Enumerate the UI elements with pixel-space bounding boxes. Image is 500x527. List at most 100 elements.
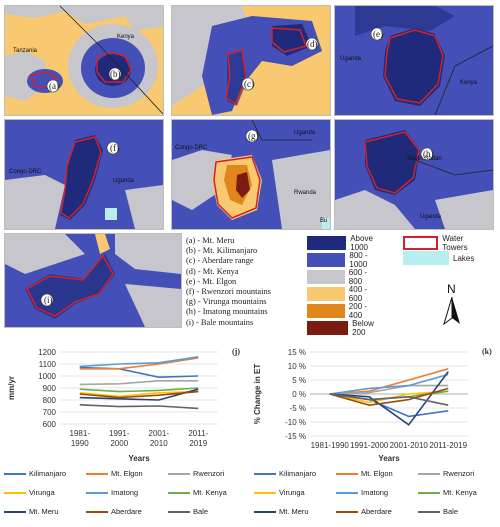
legend-label: Virunga — [279, 488, 305, 497]
legend-item-rwenzori: Rwenzori — [418, 469, 474, 478]
legend-line — [336, 491, 358, 494]
series-line-mt-kenya — [79, 387, 199, 393]
legend-item-bale: Bale — [168, 507, 208, 516]
north-arrow-icon: N — [443, 282, 460, 326]
swatch — [307, 304, 345, 318]
site-legend-item: (a) - Mt. Meru — [186, 236, 235, 245]
legend-label: Aberdare — [361, 507, 392, 516]
map-panel-c-d: (c) (d) — [171, 5, 331, 116]
legend-label: Aberdare — [111, 507, 142, 516]
legend-item-virunga: Virunga — [254, 488, 305, 497]
legend-item-kilimanjaro: Kilimanjaro — [4, 469, 66, 478]
swatch — [403, 251, 449, 265]
legend-item-mt-kenya: Mt. Kenya — [418, 488, 477, 497]
map-panel-f: (f) Congo DRC Uganda — [4, 119, 164, 230]
class-legend-below-200: Below 200 — [307, 319, 383, 337]
x-tick-label: 1981-1990 — [311, 441, 350, 450]
legend-label: Imatong — [361, 488, 389, 497]
swatch — [307, 253, 346, 267]
map-f: (f) Congo DRC Uganda — [5, 120, 163, 229]
legend-item-mt-meru: Mt. Meru — [254, 507, 309, 516]
y-tick-label: 700 — [43, 408, 57, 417]
legend-item-virunga: Virunga — [4, 488, 55, 497]
country-kenya-e: Kenya — [460, 80, 478, 86]
series-line-mt-meru — [329, 371, 449, 426]
country-congo-g: Congo DRC — [175, 145, 208, 151]
legend-item-mt-meru: Mt. Meru — [4, 507, 59, 516]
legend-item-imatong: Imatong — [86, 488, 138, 497]
y-tick-label: 10 % — [288, 362, 306, 371]
map-c-d: (c) (d) — [172, 6, 330, 115]
y-tick-label: -5 % — [290, 404, 306, 413]
country-bu-g: Bu — [320, 218, 327, 224]
x-tick-label: 2019 — [189, 439, 207, 448]
x-tick-label: 2000 — [110, 439, 128, 448]
legend-line — [336, 510, 358, 513]
map-e: (e) Uganda Kenya — [335, 6, 493, 115]
legend-label: Mt. Kenya — [443, 488, 477, 497]
legend-line — [4, 472, 26, 475]
x-tick-label: 2011- — [188, 429, 208, 438]
legend-item-bale: Bale — [418, 507, 458, 516]
y-tick-label: 800 — [43, 396, 57, 405]
x-tick-label: 1990 — [71, 439, 89, 448]
map-i: (i) — [5, 234, 181, 327]
y-tick-label: -10 % — [285, 418, 306, 427]
map-panel-g: (g) Uganda Congo DRC Rwanda Bu — [171, 119, 331, 230]
site-legend-item: (f) - Rwenzori mountains — [186, 287, 271, 297]
country-rwanda-g: Rwanda — [294, 190, 317, 196]
legend-label: Rwenzori — [443, 469, 475, 478]
y-axis-label: mm/yr — [7, 376, 16, 400]
legend-label: Mt. Kenya — [193, 488, 227, 497]
legend-line — [4, 510, 26, 513]
map-panel-a-b: (a) (b) Tanzania Kenya — [4, 5, 164, 116]
legend-item-aberdare: Aberdare — [86, 507, 142, 516]
class-legend-above-1000: Above 1000 — [307, 234, 384, 252]
class-legend-800-1000: 800 - 1000 — [307, 251, 379, 269]
x-tick-label: 2011-2019 — [429, 441, 467, 450]
x-tick-label: 2010 — [150, 439, 168, 448]
country-southsudan-h: South Sudan — [407, 156, 442, 162]
legend-item-kilimanjaro: Kilimanjaro — [254, 469, 316, 478]
legend-item-mt-elgon: Mt. Elgon — [336, 469, 393, 478]
swatch — [307, 270, 345, 284]
site-legend-item: (i) - Bale mountains — [186, 317, 254, 327]
legend-line — [86, 491, 108, 494]
country-uganda-h: Uganda — [420, 214, 442, 220]
legend-label: Virunga — [29, 488, 55, 497]
legend-line — [254, 510, 276, 513]
north-label: N — [447, 282, 456, 296]
y-axis-label: % Change in ET — [253, 364, 262, 425]
legend-line — [254, 472, 276, 475]
legend-line — [168, 472, 190, 475]
legend-label: Bale — [193, 507, 209, 516]
chart-k-svg: -15 % -10 % -5 % 0 % 5 % 10 % 15 % 1981-1990 199… — [253, 347, 492, 463]
legend-line — [418, 472, 440, 475]
swatch — [307, 287, 345, 301]
map-label-d: (d) — [307, 39, 318, 49]
map-label-e: (e) — [373, 29, 383, 39]
legend-line — [86, 472, 108, 475]
series-line-mt-elgon — [329, 368, 449, 395]
x-tick-label: 1981- — [70, 429, 91, 438]
series-line-aberdare — [79, 390, 199, 399]
swatch — [403, 236, 439, 250]
legend-label: Rwenzori — [193, 469, 225, 478]
series-line-bale — [329, 393, 449, 406]
x-axis-label: Years — [378, 454, 400, 463]
y-tick-label: 15 % — [288, 348, 306, 357]
legend-label: Kilimanjaro — [279, 469, 317, 478]
y-tick-label: 900 — [43, 384, 57, 393]
class-legend-600-800: 600 - 800 — [307, 268, 374, 286]
legend-line — [168, 510, 190, 513]
y-tick-label: 0 % — [292, 390, 306, 399]
map-label-c: (c) — [244, 79, 254, 89]
legend-label: Mt. Meru — [279, 507, 309, 516]
series-line-rwenzori — [79, 379, 199, 386]
map-label-a: (a) — [49, 81, 59, 91]
class-legend-400-600: 400 - 600 — [307, 285, 374, 303]
north-arrow: N — [440, 282, 464, 333]
legend-line — [418, 491, 440, 494]
x-tick-label: 1991- — [109, 429, 130, 438]
chart-j: 600 700 800 900 1000 1100 1200 1981- 1990 1991- 20… — [0, 340, 250, 465]
